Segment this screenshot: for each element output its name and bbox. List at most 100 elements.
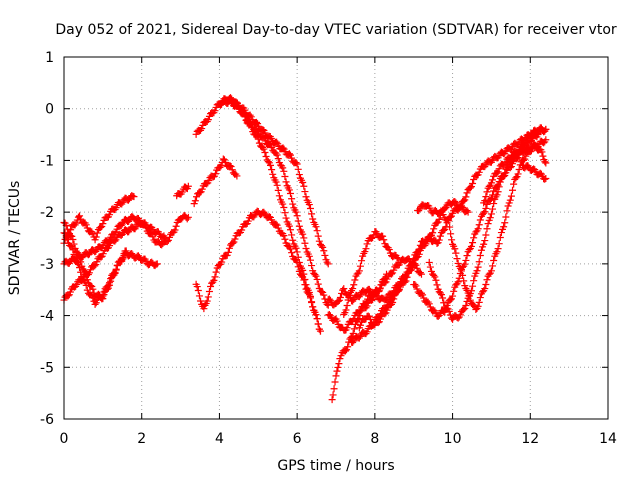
data-point [490, 200, 498, 208]
data-point [374, 319, 382, 327]
data-point [383, 275, 391, 283]
data-point [439, 211, 447, 219]
series-track-13 [324, 270, 410, 309]
data-point [266, 140, 274, 148]
data-point [489, 176, 497, 184]
data-point [204, 293, 212, 301]
data-point [413, 264, 421, 272]
data-point [300, 182, 308, 190]
data-point [71, 221, 79, 229]
data-point [502, 165, 510, 173]
data-point [319, 243, 327, 251]
data-point [301, 281, 309, 289]
data-point [453, 255, 461, 263]
data-point [504, 202, 512, 210]
data-point [431, 273, 439, 281]
data-point [415, 207, 423, 215]
data-point [313, 275, 321, 283]
data-point [456, 202, 464, 210]
data-point [463, 189, 471, 197]
data-point [413, 285, 421, 293]
data-point [184, 213, 192, 221]
data-point [329, 391, 337, 399]
data-point [183, 215, 191, 223]
data-point [225, 244, 233, 252]
data-point [450, 287, 458, 295]
data-point [383, 306, 391, 314]
data-point [228, 166, 236, 174]
data-point [415, 245, 423, 253]
data-point [349, 297, 357, 305]
data-point [539, 152, 547, 160]
data-point [83, 276, 91, 284]
data-point [69, 235, 77, 243]
data-point [259, 143, 267, 151]
data-point [281, 209, 289, 217]
data-point [302, 244, 310, 252]
data-point [350, 315, 358, 323]
data-point [198, 185, 206, 193]
data-point [490, 256, 498, 264]
data-point [112, 228, 120, 236]
data-point [313, 315, 321, 323]
data-point [172, 222, 180, 230]
data-point [482, 231, 490, 239]
data-point [193, 193, 201, 201]
data-point [419, 291, 427, 299]
data-point [292, 244, 300, 252]
data-point [227, 163, 235, 171]
data-point [355, 334, 363, 342]
data-point [470, 277, 478, 285]
data-point [233, 101, 241, 109]
data-point [439, 294, 447, 302]
data-point [282, 214, 290, 222]
data-point [82, 271, 90, 279]
data-point [77, 258, 85, 266]
data-point [366, 315, 374, 323]
data-point [231, 235, 239, 243]
data-point [306, 204, 314, 212]
data-point [440, 226, 448, 234]
data-point [483, 188, 491, 196]
data-point [285, 222, 293, 230]
data-point [389, 299, 397, 307]
data-point [67, 232, 75, 240]
data-point [474, 263, 482, 271]
data-point [411, 280, 419, 288]
data-point [260, 145, 268, 153]
data-point [510, 180, 518, 188]
data-point [370, 293, 378, 301]
grid [64, 57, 608, 419]
data-point [318, 242, 326, 250]
data-point [113, 262, 121, 270]
data-point [194, 287, 202, 295]
data-point [496, 233, 504, 241]
data-point [305, 252, 313, 260]
data-point [72, 219, 80, 227]
data-point [312, 311, 320, 319]
data-point [281, 235, 289, 243]
data-point [461, 305, 469, 313]
data-point [475, 258, 483, 266]
data-point [68, 232, 76, 240]
data-point [299, 273, 307, 281]
data-point [509, 186, 517, 194]
series-track-11 [192, 207, 324, 335]
data-point [226, 162, 234, 170]
data-point [444, 216, 452, 224]
data-point [445, 307, 453, 315]
data-point [484, 220, 492, 228]
data-point [268, 166, 276, 174]
data-point [301, 188, 309, 196]
data-point [424, 298, 432, 306]
data-point [239, 109, 247, 117]
data-point [483, 225, 491, 233]
data-point [328, 396, 336, 404]
data-point [425, 258, 433, 266]
data-point [99, 295, 107, 303]
data-point [119, 253, 127, 261]
data-point [481, 237, 489, 245]
data-point [272, 178, 280, 186]
data-point [279, 200, 287, 208]
data-point [325, 295, 333, 303]
